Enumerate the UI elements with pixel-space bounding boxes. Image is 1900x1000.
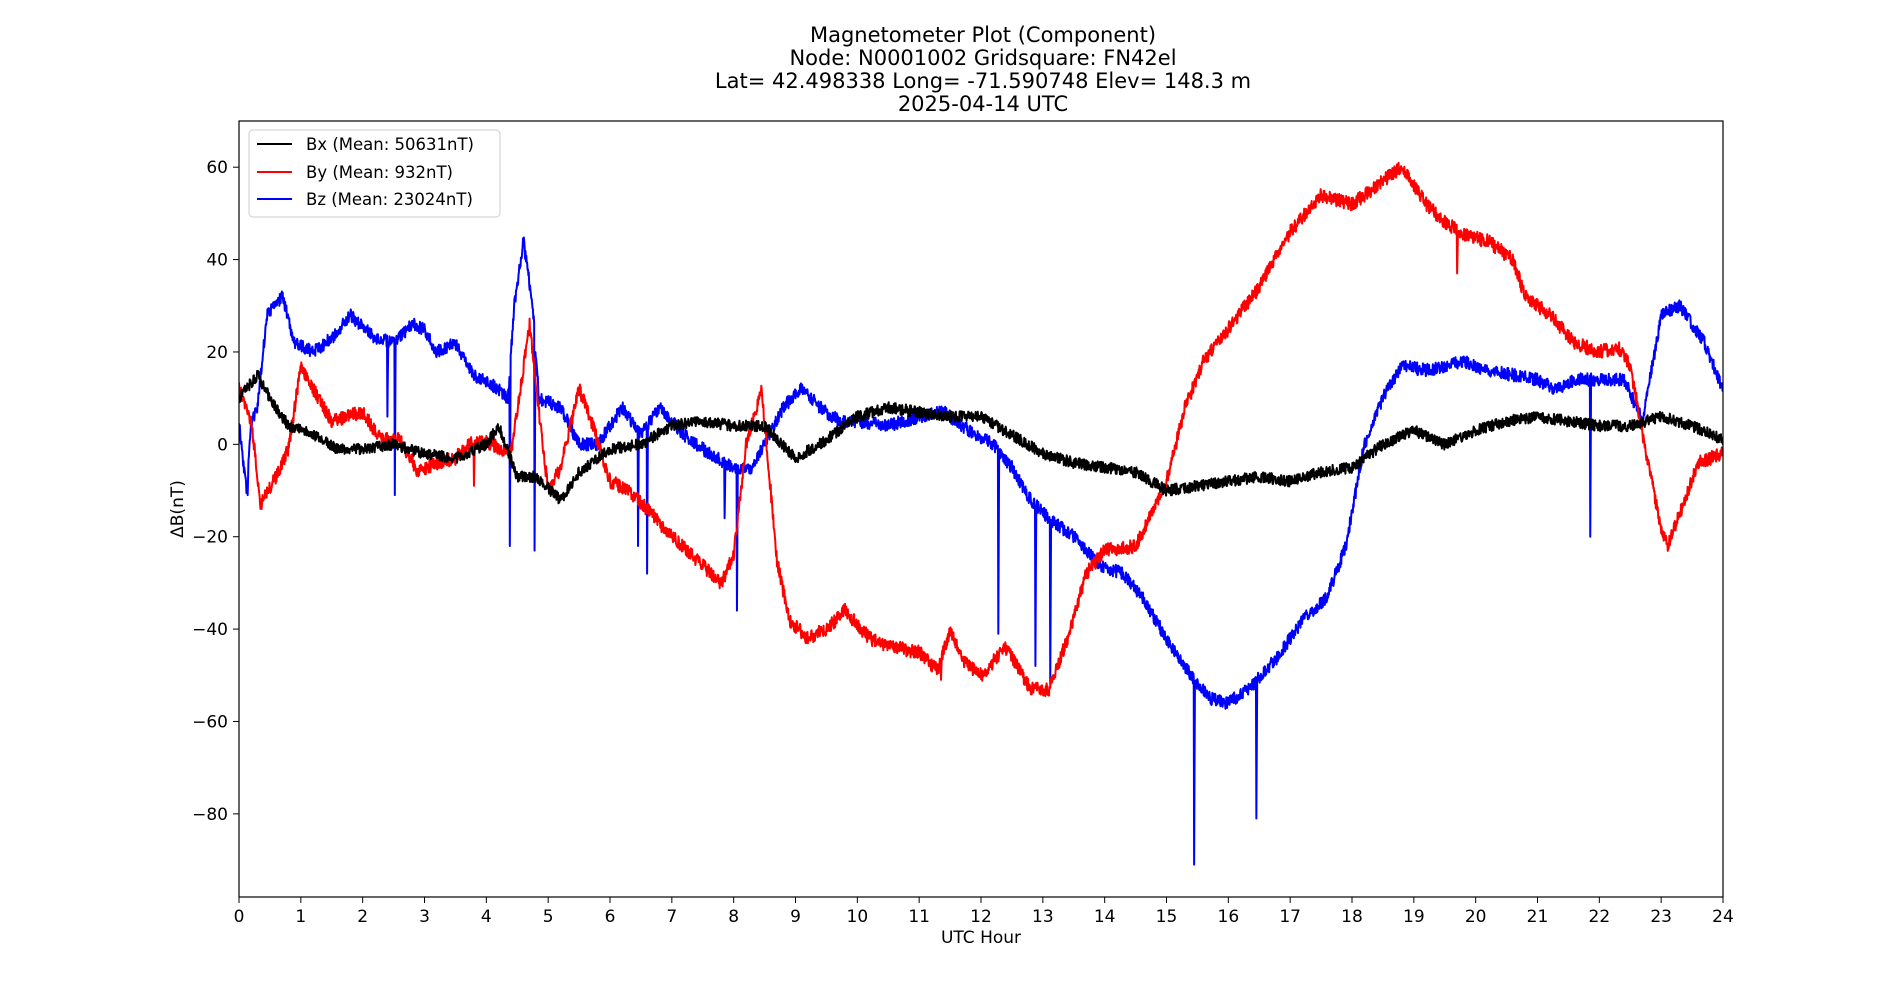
x-tick-label: 10 xyxy=(847,907,869,927)
chart-title: Magnetometer Plot (Component) Node: N000… xyxy=(715,23,1251,116)
legend-box xyxy=(248,129,501,218)
plot-frame xyxy=(238,120,1724,898)
x-tick-label: 16 xyxy=(1218,907,1240,927)
legend-label-bx: Bx (Mean: 50631nT) xyxy=(306,135,474,154)
x-tick-label: 24 xyxy=(1712,907,1734,927)
x-tick-label: 23 xyxy=(1650,907,1672,927)
series-layer xyxy=(239,161,1723,866)
x-axis-label: UTC Hour xyxy=(941,928,1021,948)
y-tick-label: −80 xyxy=(192,805,228,825)
title-line-4: 2025-04-14 UTC xyxy=(898,92,1068,116)
x-tick-label: 15 xyxy=(1156,907,1178,927)
x-tick-label: 0 xyxy=(234,907,245,927)
x-tick-label: 1 xyxy=(295,907,306,927)
y-tick-label: 20 xyxy=(206,343,228,363)
x-tick-label: 11 xyxy=(908,907,930,927)
x-tick-label: 8 xyxy=(728,907,739,927)
x-tick-label: 12 xyxy=(970,907,992,927)
y-tick-label: 0 xyxy=(217,435,228,455)
y-tick-label: 40 xyxy=(206,251,228,271)
y-tick-label: 60 xyxy=(206,158,228,178)
series-line-bx xyxy=(239,369,1723,505)
x-tick-label: 7 xyxy=(666,907,677,927)
title-line-3: Lat= 42.498338 Long= -71.590748 Elev= 14… xyxy=(715,69,1251,93)
x-tick-label: 19 xyxy=(1403,907,1425,927)
x-tick-label: 5 xyxy=(543,907,554,927)
series-line-by xyxy=(239,161,1723,698)
x-tick-label: 4 xyxy=(481,907,492,927)
y-tick-label: −60 xyxy=(192,712,228,732)
y-tick-label: −20 xyxy=(192,528,228,548)
x-tick-label: 3 xyxy=(419,907,430,927)
title-line-2: Node: N0001002 Gridsquare: FN42el xyxy=(789,46,1176,70)
legend: Bx (Mean: 50631nT) By (Mean: 932nT) Bz (… xyxy=(248,129,501,218)
series-line-bz xyxy=(239,236,1723,866)
x-tick-label: 21 xyxy=(1527,907,1549,927)
x-tick-label: 9 xyxy=(790,907,801,927)
x-tick-label: 17 xyxy=(1279,907,1301,927)
legend-label-bz: Bz (Mean: 23024nT) xyxy=(306,190,473,209)
y-tick-label: −40 xyxy=(192,620,228,640)
legend-item-bz: Bz (Mean: 23024nT) xyxy=(257,190,473,209)
y-axis-ticks: 60 40 20 0 −20 −40 −60 −80 xyxy=(192,158,239,825)
legend-item-by: By (Mean: 932nT) xyxy=(257,163,453,182)
x-tick-label: 14 xyxy=(1094,907,1116,927)
x-tick-label: 2 xyxy=(357,907,368,927)
x-tick-label: 20 xyxy=(1465,907,1487,927)
x-tick-label: 13 xyxy=(1032,907,1054,927)
x-tick-label: 6 xyxy=(605,907,616,927)
title-line-1: Magnetometer Plot (Component) xyxy=(810,23,1156,47)
y-axis-label: ΔB(nT) xyxy=(168,480,188,538)
x-tick-label: 22 xyxy=(1589,907,1611,927)
legend-label-by: By (Mean: 932nT) xyxy=(306,163,453,182)
legend-item-bx: Bx (Mean: 50631nT) xyxy=(257,135,474,154)
x-tick-label: 18 xyxy=(1341,907,1363,927)
x-axis-ticks: 0 1 2 3 4 5 6 7 8 9 10 11 12 13 14 15 16 17 18 19 20 21 22 23 24 xyxy=(234,897,1734,927)
